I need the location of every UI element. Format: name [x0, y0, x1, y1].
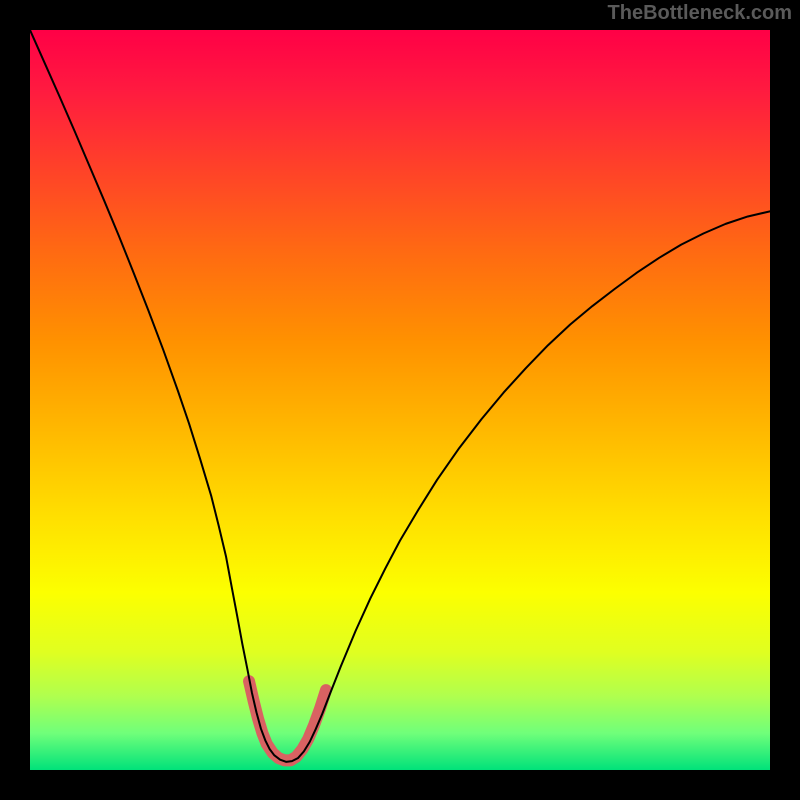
watermark-text: TheBottleneck.com	[608, 2, 792, 25]
bottleneck-curve-chart	[30, 30, 770, 770]
plot-background	[30, 30, 770, 770]
chart-outer-frame: TheBottleneck.com	[0, 0, 800, 800]
